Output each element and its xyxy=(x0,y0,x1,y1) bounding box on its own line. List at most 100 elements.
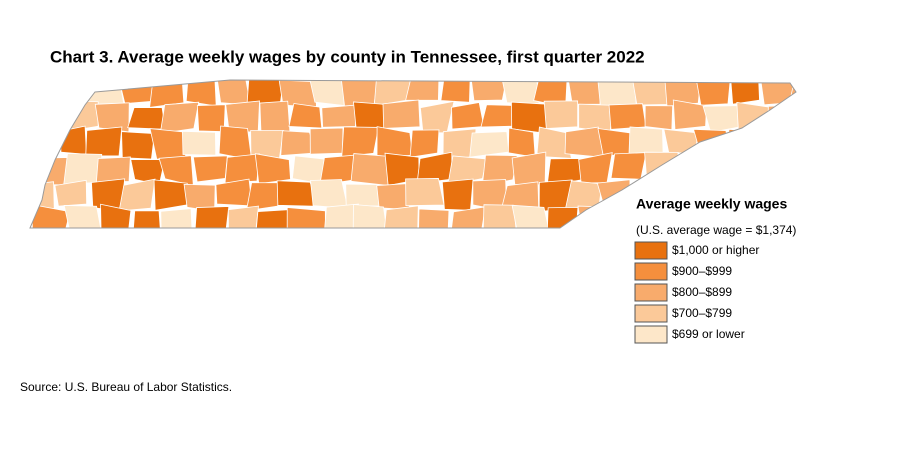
county xyxy=(447,155,488,186)
county xyxy=(309,127,344,155)
county-map xyxy=(30,80,839,236)
county xyxy=(194,206,230,228)
county xyxy=(759,80,796,106)
legend-swatch xyxy=(634,241,668,260)
legend-swatch xyxy=(634,262,668,281)
county xyxy=(127,107,166,130)
county xyxy=(418,208,450,228)
county xyxy=(255,209,291,228)
county xyxy=(767,157,796,184)
county xyxy=(564,126,605,158)
county xyxy=(192,155,228,183)
map-title: Chart 3. Average weekly wages by county … xyxy=(50,47,645,66)
county xyxy=(227,205,259,228)
county xyxy=(181,130,217,156)
county xyxy=(376,126,414,158)
county xyxy=(644,105,674,131)
county xyxy=(63,205,103,228)
county xyxy=(799,155,835,183)
county xyxy=(608,103,647,130)
county xyxy=(32,102,68,131)
county xyxy=(259,100,291,134)
county xyxy=(254,153,291,185)
county xyxy=(160,208,193,228)
county xyxy=(511,151,547,186)
county xyxy=(323,203,359,228)
county xyxy=(54,80,92,106)
county xyxy=(95,156,131,183)
county xyxy=(673,153,711,187)
county xyxy=(30,80,57,108)
county xyxy=(117,80,154,104)
legend-title: Average weekly wages xyxy=(636,196,787,212)
county xyxy=(63,153,103,185)
county xyxy=(577,205,612,228)
legend-swatch xyxy=(634,325,668,344)
county xyxy=(451,102,485,130)
county xyxy=(405,80,440,101)
county xyxy=(546,206,579,228)
county xyxy=(149,128,187,160)
county xyxy=(663,128,699,154)
county xyxy=(30,128,61,154)
county xyxy=(441,178,474,211)
county xyxy=(805,205,836,236)
legend-label: $900–$999 xyxy=(672,264,732,278)
legend: $1,000 or higher $900–$999 $800–$899 $700–$… xyxy=(634,241,759,344)
county xyxy=(470,80,508,102)
county xyxy=(153,179,188,211)
county xyxy=(469,131,510,158)
county xyxy=(440,80,471,103)
county xyxy=(383,205,419,228)
source-note: Source: U.S. Bureau of Labor Statistics. xyxy=(20,380,232,394)
county xyxy=(149,80,185,108)
legend-label: $800–$899 xyxy=(672,285,732,299)
county xyxy=(800,100,839,131)
state-outline xyxy=(29,79,797,229)
county xyxy=(789,80,796,105)
county xyxy=(789,128,796,155)
county xyxy=(419,100,455,134)
legend-label: $699 or lower xyxy=(672,327,745,341)
county xyxy=(644,151,679,182)
county xyxy=(353,101,388,132)
county xyxy=(789,180,796,210)
county xyxy=(405,178,445,207)
county xyxy=(310,179,349,209)
county xyxy=(118,178,156,212)
county xyxy=(121,131,155,160)
county xyxy=(85,126,123,157)
county xyxy=(597,128,634,157)
county xyxy=(216,80,251,106)
county xyxy=(94,102,130,133)
county xyxy=(409,129,440,158)
county xyxy=(762,130,796,154)
county xyxy=(352,204,388,228)
county xyxy=(345,183,382,207)
county xyxy=(725,128,764,159)
county xyxy=(218,125,253,161)
county xyxy=(321,104,358,128)
county xyxy=(382,99,421,129)
county xyxy=(702,105,742,133)
county xyxy=(482,204,517,228)
legend-swatch xyxy=(634,283,668,302)
county xyxy=(31,203,71,228)
county xyxy=(159,101,200,134)
county xyxy=(501,80,540,105)
county xyxy=(566,80,603,105)
legend-label: $1,000 or higher xyxy=(672,243,759,257)
county xyxy=(703,151,738,185)
county xyxy=(350,153,391,187)
county xyxy=(341,126,379,158)
county xyxy=(224,153,260,184)
county xyxy=(543,100,579,129)
county xyxy=(376,183,410,211)
county xyxy=(450,206,486,228)
legend-subtitle: (U.S. average wage = $1,374) xyxy=(636,223,796,237)
county xyxy=(511,204,551,228)
county xyxy=(288,103,323,129)
county xyxy=(30,181,55,210)
county xyxy=(507,127,536,158)
